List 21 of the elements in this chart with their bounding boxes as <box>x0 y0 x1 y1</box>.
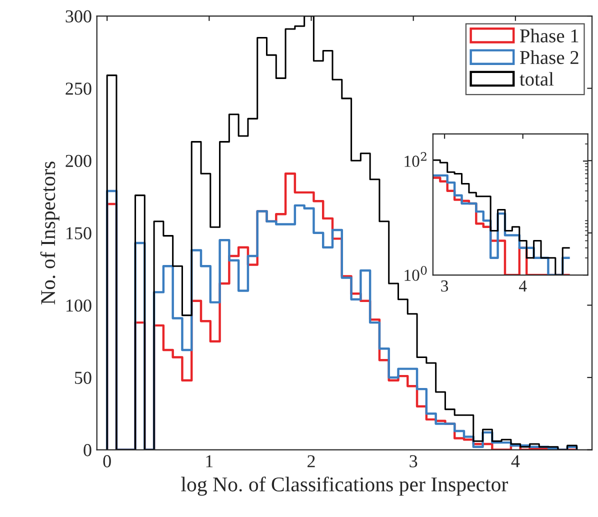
x-tick-label: 3 <box>410 455 418 468</box>
y-tick-label: 10$^{0}$ <box>404 266 427 281</box>
legend-label: total <box>520 72 554 86</box>
y-tick-label: 50 <box>75 372 92 384</box>
x-axis-title: log No. of Classifications per Inspector <box>181 476 508 496</box>
x-tick-label: 1 <box>206 455 213 468</box>
x-tick-label: 0 <box>103 455 111 468</box>
x-tick-label: 2 <box>308 455 315 468</box>
legend-label: Phase 2 <box>520 50 578 64</box>
y-tick-label: 100 <box>66 299 92 312</box>
x-tick-label: 4 <box>519 280 527 292</box>
y-tick-label: 10$^{2}$ <box>404 152 426 167</box>
y-tick-label: 0 <box>84 444 92 456</box>
legend-label: Phase 1 <box>520 28 578 42</box>
y-axis-title: No. of Inspectors <box>40 162 60 304</box>
y-tick-label: 250 <box>66 82 92 95</box>
y-tick-label: 150 <box>66 227 92 240</box>
y-tick-label: 200 <box>66 154 92 168</box>
x-tick-label: 4 <box>511 455 520 468</box>
y-tick-label: 300 <box>66 10 92 22</box>
x-tick-label: 3 <box>441 280 448 292</box>
